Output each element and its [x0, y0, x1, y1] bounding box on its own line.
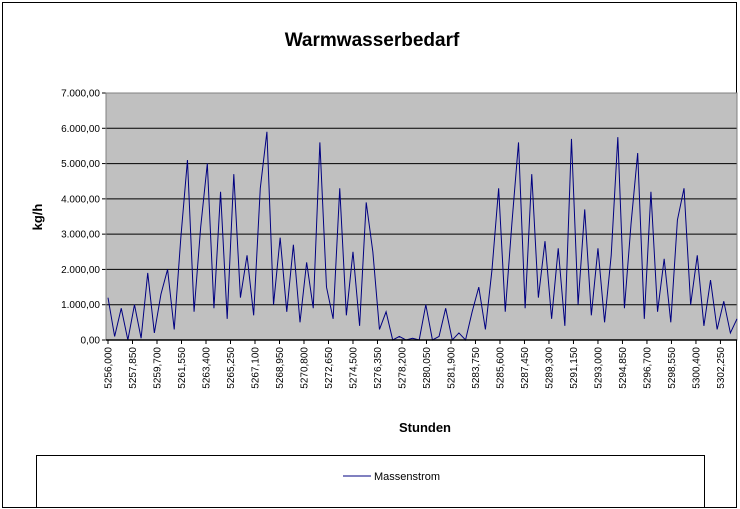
series-line [107, 131, 738, 342]
y-tick-label: 2.000,00 [61, 265, 100, 276]
x-tick-label: 5293,000 [593, 347, 604, 389]
x-tick-label: 5294,850 [618, 347, 629, 389]
x-tick-label: 5281,900 [446, 347, 457, 389]
y-tick-label: 3.000,00 [61, 230, 100, 241]
x-tick-label: 5285,600 [495, 347, 506, 389]
x-tick-label: 5283,750 [471, 347, 482, 389]
x-tick-label: 5261,550 [177, 347, 188, 389]
x-tick-label: 5270,800 [299, 347, 310, 389]
x-tick-label: 5265,250 [226, 347, 237, 389]
x-tick-label: 5272,650 [324, 347, 335, 389]
x-tick-label: 5302,250 [716, 347, 727, 389]
x-tick-label: 5287,450 [520, 347, 531, 389]
plot-area [106, 93, 737, 340]
x-tick-label: 5259,700 [152, 347, 163, 389]
y-axis-title: kg/h [30, 204, 45, 231]
y-tick-label: 0,00 [81, 336, 101, 347]
x-axis-title: Stunden [399, 420, 451, 435]
chart-title: Warmwasserbedarf [285, 30, 460, 51]
y-tick-label: 1.000,00 [61, 300, 100, 311]
x-tick-label: 5291,150 [569, 347, 580, 389]
x-tick-label: 5267,100 [250, 347, 261, 389]
x-tick-label: 5276,350 [373, 347, 384, 389]
y-tick-label: 4.000,00 [61, 194, 100, 205]
legend-label: Massenstrom [374, 471, 440, 483]
x-tick-label: 5257,850 [128, 347, 139, 389]
y-tick-label: 6.000,00 [61, 124, 100, 135]
x-tick-label: 5263,400 [201, 347, 212, 389]
x-tick-label: 5300,400 [691, 347, 702, 389]
legend-box [36, 455, 705, 508]
x-tick-label: 5298,550 [667, 347, 678, 389]
y-tick-label: 7.000,00 [61, 89, 100, 100]
y-tick-label: 5.000,00 [61, 159, 100, 170]
x-tick-label: 5256,000 [104, 347, 115, 389]
x-tick-label: 5280,050 [422, 347, 433, 389]
x-tick-label: 5268,950 [275, 347, 286, 389]
x-tick-label: 5296,700 [642, 347, 653, 389]
x-tick-label: 5278,200 [397, 347, 408, 389]
x-tick-label: 5274,500 [348, 347, 359, 389]
x-tick-label: 5289,300 [544, 347, 555, 389]
